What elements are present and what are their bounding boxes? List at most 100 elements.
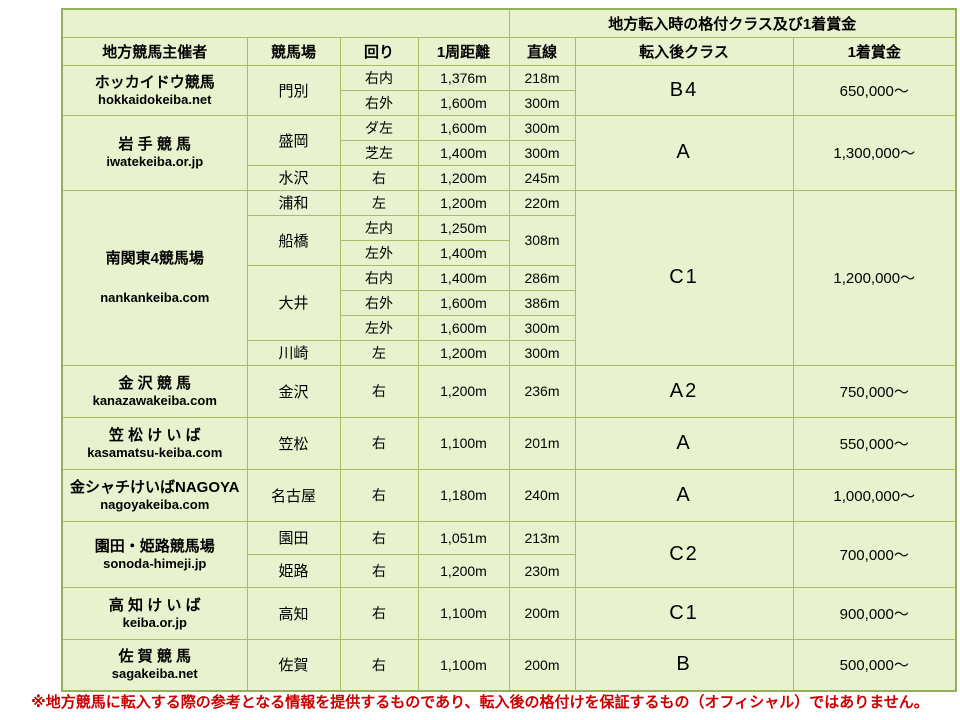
turn-cell: 右	[339, 520, 419, 555]
organizer-name: 岩 手 競 馬	[118, 136, 191, 153]
lap-cell: 1,200m	[417, 339, 510, 366]
course-cell: 門別	[246, 64, 341, 116]
table-row: 左外 1,400m	[62, 239, 956, 266]
course-cell: 園田	[246, 520, 341, 555]
course-cell: 船橋	[246, 214, 341, 266]
table-row: 右外 1,600m 300m	[62, 89, 956, 116]
col-header-straight: 直線	[508, 36, 576, 66]
lap-cell: 1,400m	[417, 239, 510, 266]
course-cell: 大井	[246, 264, 341, 341]
turn-cell: 左内	[339, 214, 419, 241]
straight-cell: 300m	[508, 314, 576, 341]
turn-cell: 右	[339, 164, 419, 191]
organizer-cell: 園田・姫路競馬場 sonoda-himeji.jp	[61, 520, 248, 588]
lap-cell: 1,100m	[417, 586, 510, 640]
table-row: 岩 手 競 馬 iwatekeiba.or.jp 盛岡 ダ左 1,600m 30…	[61, 114, 957, 191]
organizer-name: 笠 松 け い ば	[108, 426, 201, 444]
col-header-turn: 回り	[339, 36, 419, 66]
turn-cell: 芝左	[339, 139, 419, 166]
table-row: 大井 右内 1,400m 286m	[62, 264, 956, 341]
prize-cell: 900,000～	[792, 586, 957, 640]
turn-cell: 左	[339, 189, 419, 216]
table-row: 右外 1,600m 386m	[62, 289, 956, 316]
organizer-name: ホッカイドウ競馬	[94, 73, 215, 91]
turn-cell: 左外	[339, 239, 419, 266]
class-cell: C1	[574, 189, 794, 366]
col-header-course: 競馬場	[246, 36, 341, 66]
turn-cell: 右内	[339, 264, 419, 291]
organizer-site: nagoyakeiba.com	[100, 496, 210, 512]
prize-cell: 650,000～	[792, 64, 957, 116]
prize-cell: 550,000～	[792, 416, 957, 470]
table-row: 園田・姫路競馬場 sonoda-himeji.jp 園田 右 1,051m 21…	[61, 520, 957, 588]
turn-cell: 左外	[339, 314, 419, 341]
turn-cell: 右	[339, 468, 419, 522]
prize-cell: 700,000～	[792, 520, 957, 588]
course-cell: 笠松	[246, 416, 341, 470]
prize-cell: 1,200,000～	[792, 189, 957, 366]
table-row: 高 知 け い ば keiba.or.jp 高知 右 1,100m 200m C…	[61, 586, 957, 640]
organizer-cell: ホッカイドウ競馬 hokkaidokeiba.net	[61, 64, 248, 116]
turn-cell: 右	[339, 553, 419, 588]
banner-spacer	[61, 8, 510, 38]
lap-cell: 1,100m	[417, 416, 510, 470]
organizer-name: 金シャチけいばNAGOYA	[70, 478, 240, 496]
class-cell: B4	[574, 64, 794, 116]
straight-cell: 300m	[508, 139, 576, 166]
lap-cell: 1,400m	[417, 139, 510, 166]
course-cell: 金沢	[246, 364, 341, 418]
straight-cell: 218m	[508, 64, 576, 91]
turn-cell: 右	[339, 638, 419, 692]
course-cell: 水沢	[246, 164, 341, 191]
table-row: 川崎 左 1,200m 300m	[62, 339, 956, 366]
course-cell: 高知	[246, 586, 341, 640]
turn-cell: 左	[339, 339, 419, 366]
prize-cell: 1,000,000～	[792, 468, 957, 522]
course-cell: 浦和	[246, 189, 341, 216]
organizer-cell: 南関東4競馬場 nankankeiba.com	[61, 189, 248, 366]
straight-cell: 286m	[508, 264, 576, 291]
turn-cell: 右	[339, 364, 419, 418]
straight-cell: 308m	[508, 214, 576, 266]
class-cell: A	[574, 468, 794, 522]
lap-cell: 1,376m	[417, 64, 510, 91]
course-cell: 佐賀	[246, 638, 341, 692]
class-cell: A	[574, 114, 794, 191]
table-row: 佐 賀 競 馬 sagakeiba.net 佐賀 右 1,100m 200m B…	[61, 638, 957, 692]
table-row: 芝左 1,400m 300m	[62, 139, 956, 166]
organizer-cell: 金シャチけいばNAGOYA nagoyakeiba.com	[61, 468, 248, 522]
lap-cell: 1,600m	[417, 114, 510, 141]
straight-cell: 201m	[508, 416, 576, 470]
table-row: 金 沢 競 馬 kanazawakeiba.com 金沢 右 1,200m 23…	[61, 364, 957, 418]
col-header-class: 転入後クラス	[574, 36, 794, 66]
straight-cell: 236m	[508, 364, 576, 418]
straight-cell: 386m	[508, 289, 576, 316]
table-row: 水沢 右 1,200m 245m	[62, 164, 956, 191]
organizer-name: 高 知 け い ば	[108, 596, 201, 614]
organizer-name: 南関東4競馬場	[105, 250, 204, 267]
turn-cell: 右	[339, 416, 419, 470]
table-row: 南関東4競馬場 nankankeiba.com 浦和 左 1,200m 220m…	[61, 189, 957, 366]
class-cell: A2	[574, 364, 794, 418]
straight-cell: 240m	[508, 468, 576, 522]
table-row: ホッカイドウ競馬 hokkaidokeiba.net 門別 右内 1,376m …	[61, 64, 957, 116]
course-cell: 名古屋	[246, 468, 341, 522]
organizer-site: hokkaidokeiba.net	[98, 91, 212, 107]
table-row: 姫路 右 1,200m 230m	[62, 553, 956, 588]
organizer-site: sonoda-himeji.jp	[103, 555, 207, 571]
table-row: 金シャチけいばNAGOYA nagoyakeiba.com 名古屋 右 1,18…	[61, 468, 957, 522]
prize-cell: 1,300,000～	[792, 114, 957, 191]
lap-cell: 1,600m	[417, 89, 510, 116]
organizer-site: kanazawakeiba.com	[92, 392, 217, 408]
lap-cell: 1,250m	[417, 214, 510, 241]
lap-cell: 1,180m	[417, 468, 510, 522]
straight-cell: 300m	[508, 89, 576, 116]
organizer-name: 金 沢 競 馬	[118, 374, 191, 392]
course-cell: 盛岡	[246, 114, 341, 166]
lap-cell: 1,400m	[417, 264, 510, 291]
straight-cell: 300m	[508, 114, 576, 141]
organizer-cell: 高 知 け い ば keiba.or.jp	[61, 586, 248, 640]
turn-cell: ダ左	[339, 114, 419, 141]
turn-cell: 右外	[339, 89, 419, 116]
